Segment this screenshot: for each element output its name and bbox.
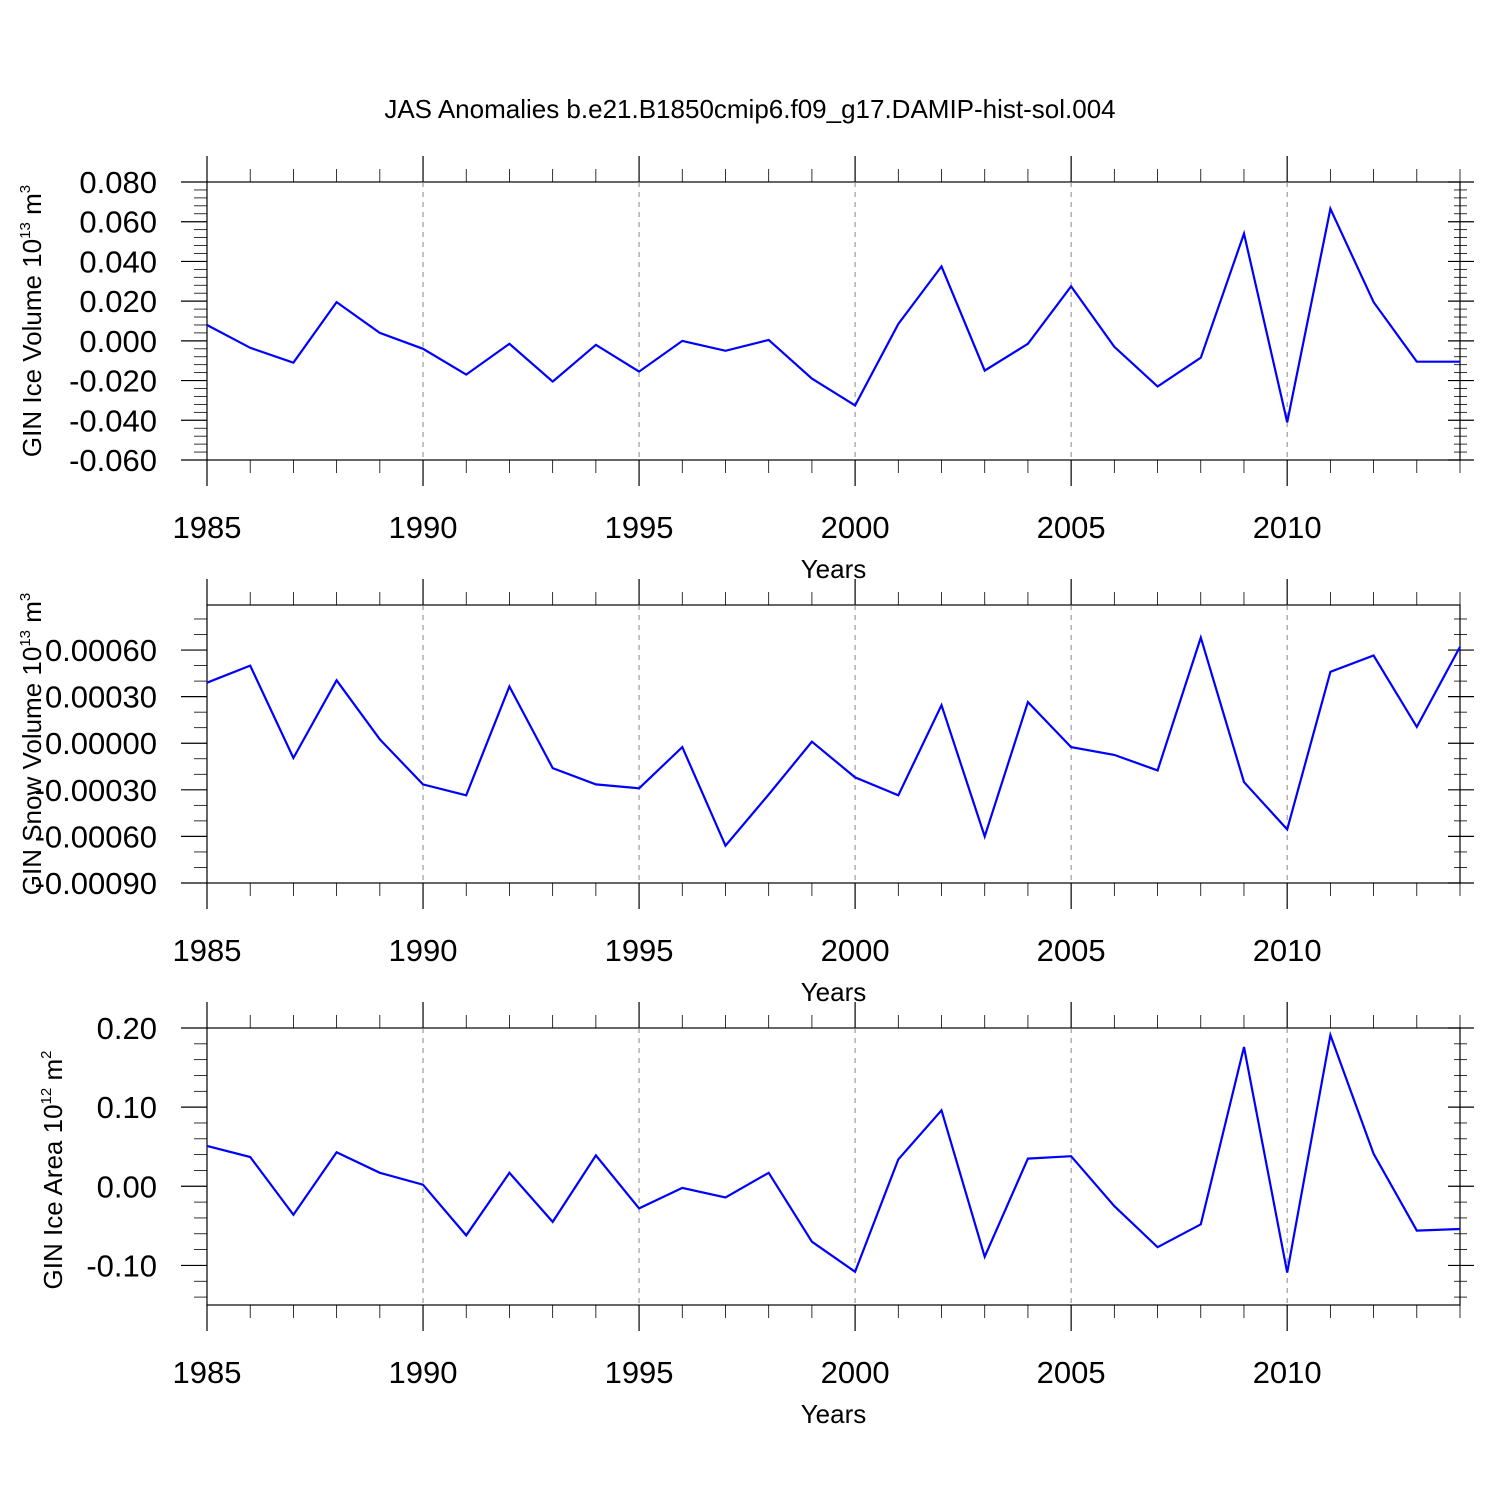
y-tick-label: 0.00	[97, 1169, 157, 1204]
y-tick-label: 0.080	[79, 165, 157, 200]
plot-frame	[206, 181, 1461, 461]
x-tick-label: 1985	[173, 933, 242, 968]
x-tick-label: 2010	[1253, 510, 1322, 545]
x-tick-label: 2005	[1037, 1355, 1106, 1390]
x-axis-label: Years	[801, 554, 867, 584]
x-axis-label: Years	[801, 1399, 867, 1429]
y-tick-label: -0.040	[69, 403, 157, 438]
y-tick-label: 0.00060	[45, 633, 157, 668]
x-axis-label: Years	[801, 977, 867, 1007]
y-tick-label: 0.00000	[45, 726, 157, 761]
figure-title: JAS Anomalies b.e21.B1850cmip6.f09_g17.D…	[384, 94, 1115, 124]
y-tick-label: -0.020	[69, 364, 157, 399]
chart-panel-3: 1985 1990 1995 2000 2005 2010 -0.10 0.00 0.10 0.2…	[38, 1002, 1474, 1429]
x-tick-label: 1990	[389, 510, 458, 545]
data-line	[206, 205, 1460, 423]
y-tick-label: 0.00030	[45, 680, 157, 715]
x-tick-label: 1985	[173, 1355, 242, 1390]
y-tick-label: 0.10	[97, 1090, 157, 1125]
x-tick-label: 1995	[605, 510, 674, 545]
x-tick-label: 2005	[1037, 510, 1106, 545]
y-tick-label: 0.000	[79, 324, 157, 359]
x-tick-label: 2010	[1253, 933, 1322, 968]
plot-frame	[206, 604, 1461, 884]
x-tick-label: 2005	[1037, 933, 1106, 968]
y-axis-label: GIN Ice Area 1012 m2	[38, 1051, 68, 1290]
y-tick-label: 0.060	[79, 205, 157, 240]
chart-panel-1: 1985 1990 1995 2000 2005 2010 -0.060 -0.040 -0.0…	[17, 156, 1474, 584]
x-tick-label: 2010	[1253, 1355, 1322, 1390]
plot-frame	[206, 1027, 1461, 1306]
x-tick-label: 2000	[821, 1355, 890, 1390]
y-tick-label: -0.00060	[35, 819, 157, 854]
data-line	[206, 1030, 1461, 1274]
y-tick-label: 0.020	[79, 284, 157, 319]
y-tick-label: 0.20	[97, 1011, 157, 1046]
y-tick-label: -0.10	[86, 1248, 157, 1283]
y-tick-label: -0.060	[69, 443, 157, 478]
x-tick-label: 1995	[605, 1355, 674, 1390]
x-tick-label: 2000	[821, 510, 890, 545]
data-line	[206, 633, 1461, 848]
y-tick-label: 0.040	[79, 244, 157, 279]
y-tick-label: -0.00030	[35, 773, 157, 808]
chart-panel-2: 1985 1990 1995 2000 2005 2010 -0.00090 -0.00060…	[17, 579, 1474, 1007]
x-tick-label: 1990	[389, 933, 458, 968]
y-axis-label: GIN Ice Volume 1013 m3	[17, 185, 47, 457]
x-tick-label: 1985	[173, 510, 242, 545]
x-tick-label: 1995	[605, 933, 674, 968]
x-tick-label: 2000	[821, 933, 890, 968]
y-axis-label: GIN Snow Volume 1013 m3	[17, 593, 47, 896]
panels: 1985 1990 1995 2000 2005 2010 -0.060 -0.040 -0.0…	[17, 156, 1474, 1429]
y-tick-label: -0.00090	[35, 866, 157, 901]
x-tick-label: 1990	[389, 1355, 458, 1390]
